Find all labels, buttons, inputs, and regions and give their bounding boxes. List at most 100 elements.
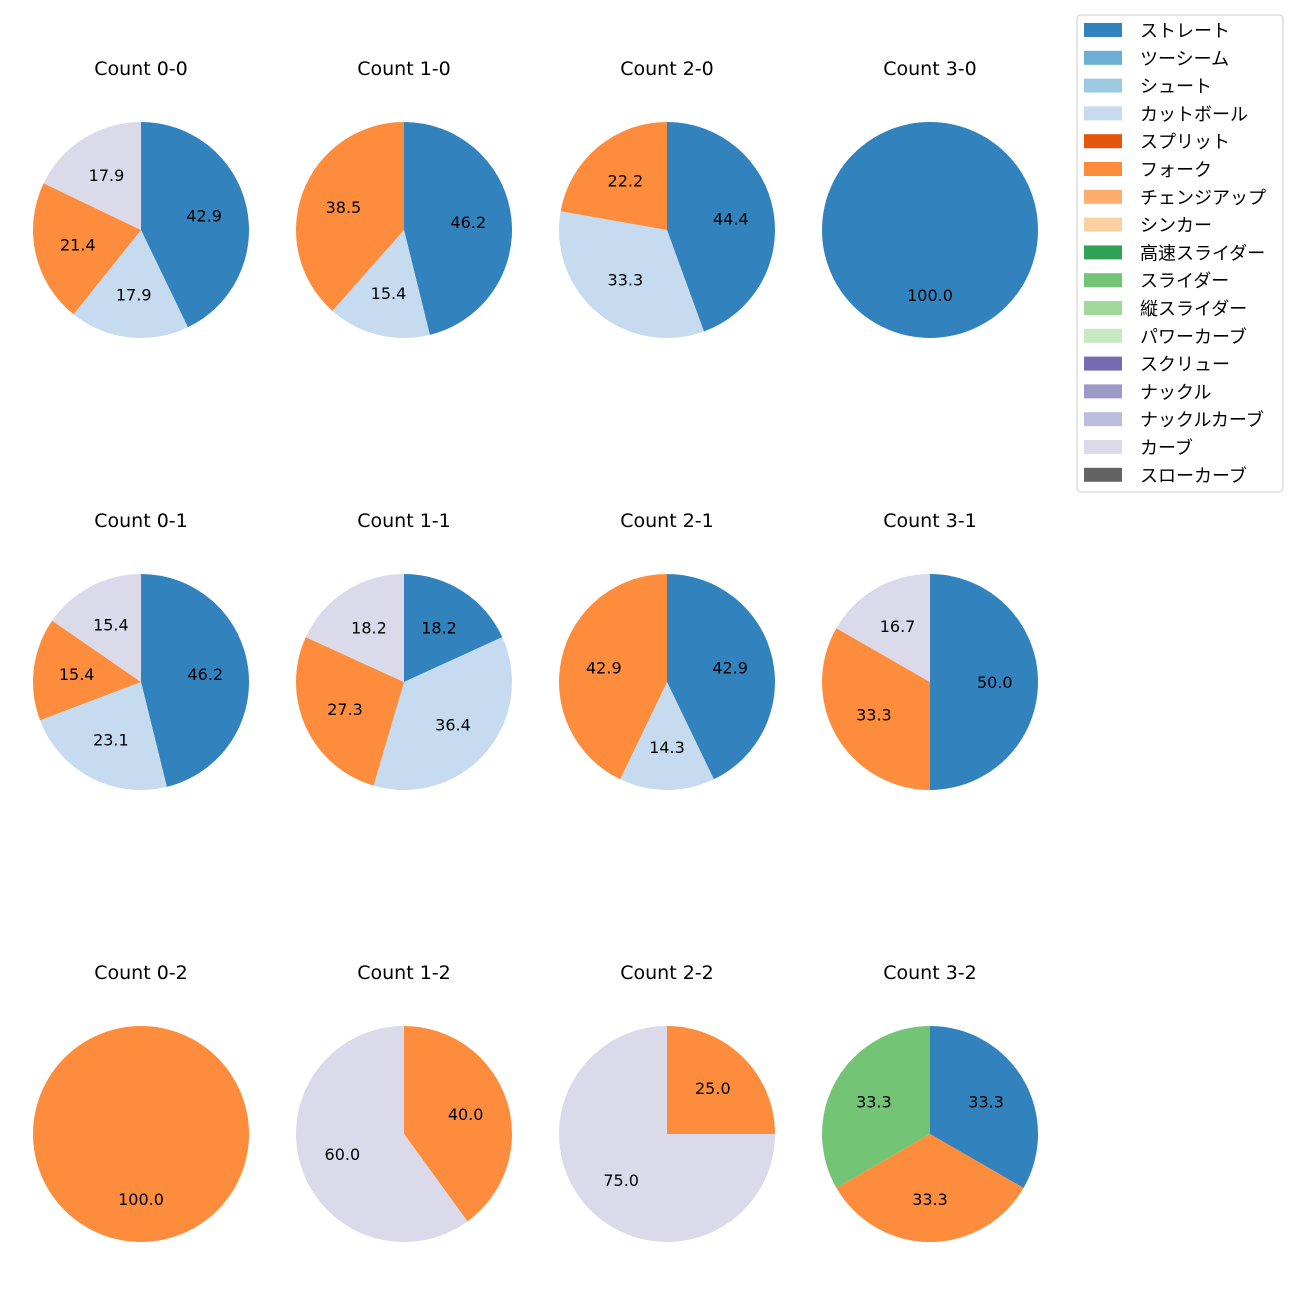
slice-label: 21.4 xyxy=(60,235,96,254)
pie-chart: Count 2-0 44.4 33.3 22.2 xyxy=(559,58,776,339)
slice-label: 14.3 xyxy=(649,738,685,757)
pie-slice xyxy=(822,122,1038,338)
slice-label: 50.0 xyxy=(977,673,1013,692)
slice-label: 40.0 xyxy=(448,1105,484,1124)
pie-chart-title: Count 3-2 xyxy=(883,962,977,984)
slice-label: 16.7 xyxy=(880,617,916,636)
pie-chart-title: Count 1-2 xyxy=(357,962,451,984)
legend-label: チェンジアップ xyxy=(1140,188,1266,209)
pie-slice xyxy=(930,574,1038,790)
legend-label: シンカー xyxy=(1140,216,1212,237)
legend-label: スライダー xyxy=(1140,271,1229,292)
pie-chart: Count 0-1 46.2 23.1 15.4 15.4 xyxy=(33,510,249,790)
pie-slice xyxy=(822,1026,930,1188)
legend-swatch xyxy=(1084,356,1122,371)
pie-slice xyxy=(404,574,503,682)
slice-label: 36.4 xyxy=(435,715,471,734)
legend-label: ストレート xyxy=(1140,21,1230,42)
slice-label: 46.2 xyxy=(188,665,224,684)
pie-slice xyxy=(296,122,404,311)
legend-label: シュート xyxy=(1140,77,1212,98)
slice-label: 33.3 xyxy=(856,705,892,724)
pie-slice xyxy=(821,628,930,790)
legend-label: ナックルカーブ xyxy=(1140,409,1264,431)
pie-chart: Count 3-1 50.0 33.3 16.7 xyxy=(821,510,1038,790)
pie-chart-title: Count 2-1 xyxy=(620,510,714,532)
pie-slice xyxy=(373,637,513,790)
legend-label: パワーカーブ xyxy=(1140,326,1247,348)
legend-swatch xyxy=(1084,217,1122,232)
legend-label: カーブ xyxy=(1140,437,1193,459)
slice-label: 38.5 xyxy=(326,198,362,217)
legend-label: スクリュー xyxy=(1140,355,1230,376)
slice-label: 33.3 xyxy=(856,1093,892,1112)
legend-swatch xyxy=(1084,440,1122,454)
slice-label: 42.9 xyxy=(186,207,222,226)
pie-slice xyxy=(559,1026,775,1242)
slice-label: 15.4 xyxy=(59,665,95,684)
slice-label: 27.3 xyxy=(327,700,363,719)
legend-swatch xyxy=(1084,412,1122,427)
pie-slice xyxy=(295,637,404,786)
legend-box xyxy=(1076,14,1284,493)
pie-chart-title: Count 1-1 xyxy=(357,510,451,532)
pie-slice xyxy=(560,122,667,230)
legend-swatch xyxy=(1084,189,1122,204)
pie-charts-grid: Count 0-0 42.9 17.9 21.4 17.9 Count 1-0 46.2 15… xyxy=(33,58,1038,1243)
slice-label: 17.9 xyxy=(116,285,152,304)
slice-label: 100.0 xyxy=(118,1190,164,1209)
pie-chart-title: Count 1-0 xyxy=(357,58,451,80)
pie-slice xyxy=(305,574,404,682)
legend-swatch xyxy=(1084,467,1122,482)
pie-slice xyxy=(667,122,776,332)
pie-chart: Count 0-0 42.9 17.9 21.4 17.9 xyxy=(33,58,249,338)
pie-chart: Count 2-1 42.9 14.3 42.9 xyxy=(559,510,775,790)
slice-label: 25.0 xyxy=(695,1079,731,1098)
legend-swatch xyxy=(1084,106,1122,121)
pie-chart-title: Count 0-0 xyxy=(94,58,188,80)
pie-chart-title: Count 0-2 xyxy=(94,962,188,984)
pie-chart: Count 3-2 33.3 33.3 33.3 xyxy=(822,962,1038,1242)
pie-slice xyxy=(559,211,704,339)
slice-label: 100.0 xyxy=(907,286,953,305)
pie-slice xyxy=(559,574,667,780)
slice-label: 33.3 xyxy=(968,1093,1004,1112)
pie-slice xyxy=(73,230,188,338)
pie-slice xyxy=(33,620,142,721)
legend-label: 縦スライダー xyxy=(1140,299,1247,320)
legend-swatch xyxy=(1084,78,1122,93)
slice-label: 42.9 xyxy=(712,659,748,678)
pie-slice xyxy=(930,1026,1038,1188)
legend-swatch xyxy=(1084,23,1122,37)
pie-chart-title: Count 0-1 xyxy=(94,510,188,532)
pie-chart: Count 1-2 40.0 60.0 xyxy=(295,962,512,1243)
legend-swatch xyxy=(1084,245,1122,260)
pie-slice xyxy=(40,682,167,790)
slice-label: 17.9 xyxy=(89,166,125,185)
pie-slice xyxy=(404,1026,512,1222)
slice-label: 15.4 xyxy=(371,284,407,303)
slice-label: 23.1 xyxy=(93,730,129,749)
pie-slice xyxy=(332,230,430,339)
slice-label: 60.0 xyxy=(325,1145,361,1164)
legend-swatch xyxy=(1084,134,1122,149)
slice-label: 18.2 xyxy=(351,618,387,637)
pie-chart: Count 3-0 100.0 xyxy=(822,58,1038,338)
legend-label: ツーシーム xyxy=(1140,49,1229,70)
legend: ストレートツーシームシュートカットボールスプリットフォークチェンジアップシンカー… xyxy=(1076,14,1284,493)
slice-label: 22.2 xyxy=(608,171,644,190)
slice-label: 15.4 xyxy=(93,616,129,635)
pie-chart-title: Count 3-0 xyxy=(883,58,977,80)
slice-label: 46.2 xyxy=(451,213,487,232)
legend-swatch xyxy=(1084,273,1122,288)
pie-slice xyxy=(52,574,142,682)
pie-slice xyxy=(667,574,775,780)
pie-slice xyxy=(141,574,249,787)
pie-slice xyxy=(620,682,714,790)
legend-label: 高速スライダー xyxy=(1140,243,1265,264)
legend-label: フォーク xyxy=(1140,160,1212,181)
pie-slice xyxy=(295,1026,468,1243)
pie-chart-title: Count 3-1 xyxy=(883,510,977,532)
pie-chart: Count 1-1 18.2 36.4 27.3 18.2 xyxy=(295,510,513,790)
pie-slice xyxy=(404,122,513,335)
